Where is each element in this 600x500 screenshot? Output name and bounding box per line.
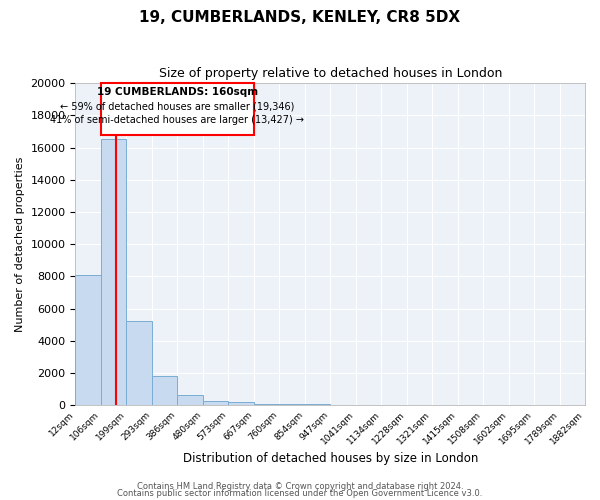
Bar — [203, 401, 228, 406]
Bar — [178, 396, 203, 406]
Text: Contains HM Land Registry data © Crown copyright and database right 2024.: Contains HM Land Registry data © Crown c… — [137, 482, 463, 491]
Bar — [127, 321, 152, 406]
FancyBboxPatch shape — [101, 83, 254, 134]
Bar — [279, 404, 305, 406]
Y-axis label: Number of detached properties: Number of detached properties — [15, 156, 25, 332]
Bar — [305, 404, 330, 406]
Bar — [101, 140, 127, 406]
Bar — [228, 402, 254, 406]
Text: 19, CUMBERLANDS, KENLEY, CR8 5DX: 19, CUMBERLANDS, KENLEY, CR8 5DX — [139, 10, 461, 25]
Text: Contains public sector information licensed under the Open Government Licence v3: Contains public sector information licen… — [118, 490, 482, 498]
Text: 19 CUMBERLANDS: 160sqm: 19 CUMBERLANDS: 160sqm — [97, 88, 258, 98]
X-axis label: Distribution of detached houses by size in London: Distribution of detached houses by size … — [182, 452, 478, 465]
Text: 41% of semi-detached houses are larger (13,427) →: 41% of semi-detached houses are larger (… — [50, 115, 304, 125]
Bar — [76, 275, 101, 406]
Title: Size of property relative to detached houses in London: Size of property relative to detached ho… — [158, 68, 502, 80]
Bar — [152, 376, 178, 406]
Text: ← 59% of detached houses are smaller (19,346): ← 59% of detached houses are smaller (19… — [60, 102, 295, 112]
Bar — [254, 404, 279, 406]
